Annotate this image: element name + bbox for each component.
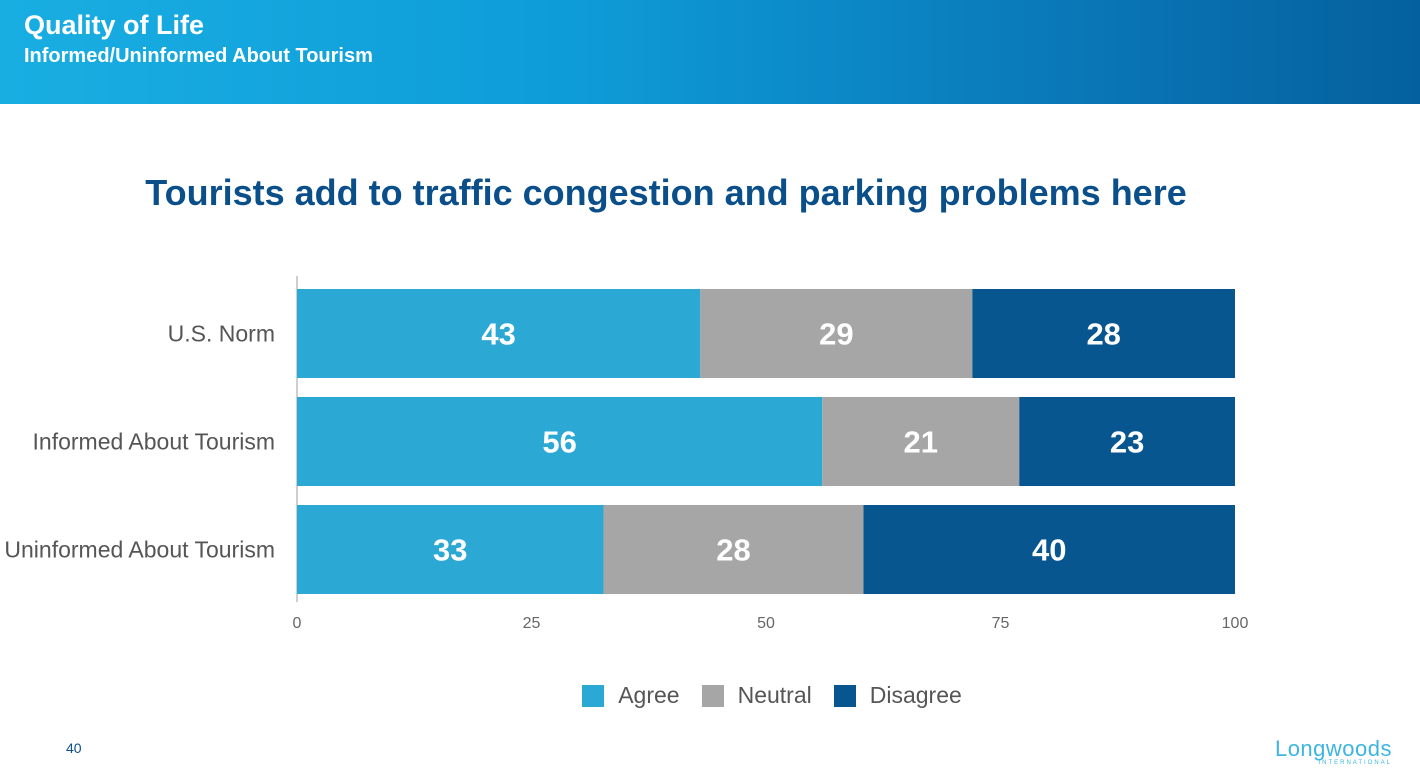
- data-label: 40: [1032, 533, 1066, 568]
- x-tick-label: 25: [523, 615, 541, 632]
- data-label: 21: [904, 425, 938, 460]
- data-label: 28: [716, 533, 750, 568]
- category-label: Informed About Tourism: [33, 429, 275, 455]
- company-logo: Longwoods INTERNATIONAL: [1275, 736, 1392, 766]
- data-label: 33: [433, 533, 467, 568]
- legend-swatch: [833, 684, 856, 707]
- legend-item-agree: Agree: [582, 682, 680, 709]
- x-tick-label: 75: [992, 615, 1010, 632]
- data-label: 28: [1086, 317, 1120, 352]
- chart-legend: Agree Neutral Disagree: [0, 682, 1420, 709]
- bar-segment-disagree: [1019, 397, 1235, 486]
- stacked-bar-chart: U.S. Norm 43 29 28 Informed About Tourism 56 2…: [4, 276, 1249, 632]
- header-subtitle: Informed/Uninformed About Tourism: [24, 45, 373, 67]
- header-banner: Quality of Life Informed/Uninformed Abou…: [0, 0, 1420, 104]
- bar-segment-disagree: [972, 289, 1235, 378]
- legend-swatch: [701, 684, 724, 707]
- chart-title: Tourists add to traffic congestion and p…: [145, 172, 1187, 213]
- logo-subtext: INTERNATIONAL: [1318, 760, 1392, 766]
- x-tick-label: 0: [293, 615, 302, 632]
- bar-segment-neutral: [700, 289, 973, 378]
- bar-segment-agree: [297, 397, 823, 486]
- legend-label: Disagree: [869, 682, 962, 708]
- x-tick-label: 100: [1222, 615, 1249, 632]
- legend-label: Agree: [618, 682, 680, 708]
- bar-segment-neutral: [603, 505, 864, 594]
- legend-swatch: [582, 684, 605, 707]
- data-label: 43: [481, 317, 515, 352]
- data-label: 23: [1110, 425, 1144, 460]
- x-tick-label: 50: [757, 615, 775, 632]
- category-label: U.S. Norm: [168, 321, 275, 347]
- data-label: 56: [542, 425, 576, 460]
- legend-item-disagree: Disagree: [833, 682, 962, 709]
- legend-label: Neutral: [737, 682, 812, 708]
- header-title: Quality of Life: [24, 10, 205, 40]
- logo-wordmark: Longwoods: [1274, 736, 1392, 761]
- category-label: Uninformed About Tourism: [4, 537, 275, 563]
- legend-item-neutral: Neutral: [701, 682, 812, 709]
- page-number: 40: [66, 740, 82, 756]
- data-label: 29: [819, 317, 853, 352]
- bar-segment-disagree: [863, 505, 1235, 594]
- bar-segment-agree: [297, 289, 701, 378]
- bar-segment-agree: [297, 505, 604, 594]
- bar-segment-neutral: [822, 397, 1020, 486]
